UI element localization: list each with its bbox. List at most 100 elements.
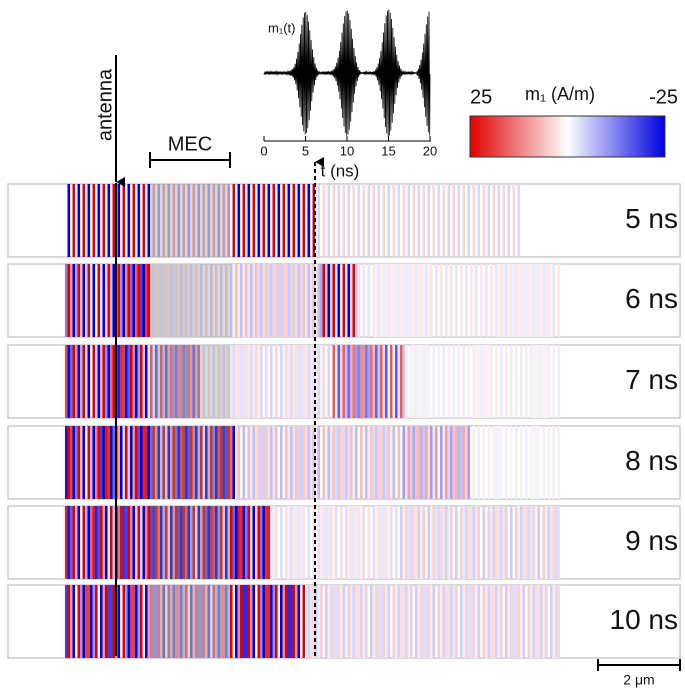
stripe [527,264,531,337]
stripe [375,506,378,579]
stripe [432,345,436,418]
stripe [362,506,366,579]
stripe [137,264,141,337]
stripe [195,264,198,337]
stripe [455,264,458,337]
stripe [412,264,416,337]
stripe [487,506,491,579]
stripe [265,264,268,337]
stripe [557,426,561,499]
stripe [500,426,503,499]
stripe [495,345,498,418]
stripe [265,426,268,499]
stripe [342,184,346,257]
stripe [505,264,508,337]
stripe [432,585,436,658]
stripe [292,585,296,658]
stripe [195,426,198,499]
stripe [337,426,341,499]
stripe [415,264,418,337]
stripe [490,506,493,579]
stripe [462,426,466,499]
stripe [177,506,181,579]
stripe [122,506,126,579]
mec-label: MEC [168,133,212,155]
stripe [327,426,331,499]
stripe [355,585,358,658]
stripe [70,506,73,579]
stripe [415,506,418,579]
stripe [145,426,148,499]
stripe [270,426,273,499]
stripe [292,264,296,337]
stripe [350,585,353,658]
stripe [75,506,78,579]
stripe [325,585,328,658]
stripe [67,426,71,499]
stripe [365,585,368,658]
stripe [365,345,368,418]
stripe [262,426,266,499]
stripe [407,426,411,499]
stripe [340,506,343,579]
stripe [275,264,278,337]
stripe [80,264,83,337]
stripe [317,184,321,257]
stripe [467,426,471,499]
stripe [520,506,523,579]
stripe [260,264,263,337]
stripe [267,426,271,499]
stripe [220,426,223,499]
stripe [457,426,461,499]
stripe [152,264,156,337]
stripe [120,426,123,499]
stripe [230,506,233,579]
stripe [105,426,108,499]
stripe [330,264,333,337]
stripe [237,184,241,257]
stripe [492,585,496,658]
stripe [215,585,218,658]
stripe [297,585,301,658]
stripe [227,345,231,418]
stripe [150,585,153,658]
stripe [500,506,503,579]
stripe [215,506,218,579]
stripe [107,184,111,257]
stripe [102,184,106,257]
stripe [512,585,516,658]
stripe [97,426,101,499]
stripe [487,345,491,418]
stripe [197,506,201,579]
stripe [465,426,468,499]
stripe [362,345,366,418]
stripe [140,426,143,499]
stripe [67,184,71,257]
stripe [252,585,256,658]
stripe [300,264,303,337]
stripe [162,426,166,499]
stripe [357,264,361,337]
stripe [272,264,276,337]
stripe [270,585,273,658]
stripe [175,506,178,579]
stripe [367,264,371,337]
stripe [290,585,293,658]
stripe [182,264,186,337]
colorbar: 25 m₁ (A/m) -25 [469,84,678,158]
stripe [162,506,166,579]
stripe [85,506,88,579]
stripe [155,426,158,499]
stripe [442,506,446,579]
stripe [460,426,463,499]
stripe [157,585,161,658]
stripe [427,345,431,418]
stripe [295,264,298,337]
stripe [402,426,406,499]
stripe [387,264,391,337]
inset-waveform [263,9,431,137]
stripe [80,585,83,658]
stripe [345,345,348,418]
stripe [372,264,376,337]
stripe [552,264,556,337]
